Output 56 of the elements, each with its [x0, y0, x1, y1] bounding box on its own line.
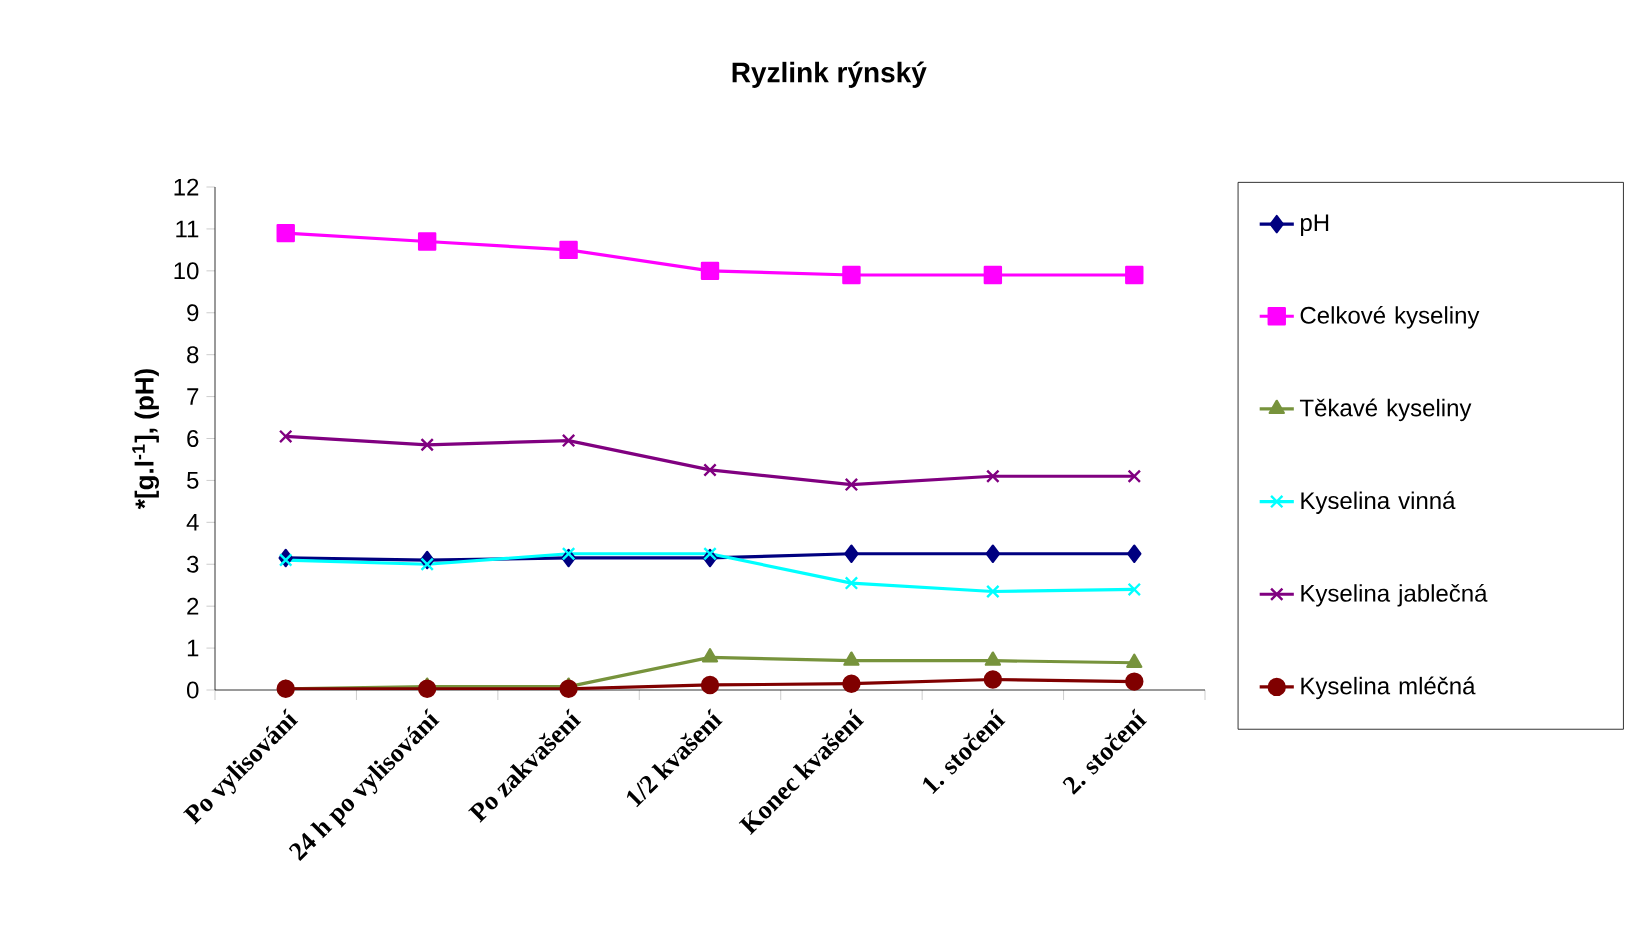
point — [701, 648, 719, 663]
legend-label: Celkové kyseliny — [1300, 305, 1480, 329]
point — [703, 463, 717, 477]
legend-label: Kyselina vinná — [1301, 491, 1456, 514]
point — [985, 544, 1001, 563]
point — [703, 546, 717, 561]
point — [276, 223, 295, 243]
point — [420, 557, 435, 572]
y-tick-label: 9 — [187, 304, 199, 322]
point — [844, 544, 859, 563]
y-tick-label: 8 — [187, 346, 199, 364]
point — [561, 433, 576, 448]
point — [986, 584, 1000, 599]
y-tick-label: 6 — [187, 430, 199, 447]
point — [1127, 544, 1142, 563]
point — [983, 670, 1003, 689]
legend-label: pH — [1300, 214, 1329, 236]
legend-label: Kyselina mléčná — [1301, 676, 1476, 700]
y-tick-label: 2 — [187, 597, 199, 615]
point — [276, 679, 295, 698]
point — [842, 265, 861, 285]
y-tick-label: 11 — [176, 220, 199, 238]
y-tick-label: 12 — [174, 178, 199, 196]
point — [843, 651, 860, 666]
point — [278, 553, 293, 567]
point — [417, 232, 437, 251]
chart-title: Ryzlink rýnský — [732, 61, 927, 88]
point — [559, 240, 578, 260]
point — [986, 469, 1000, 484]
point — [417, 679, 437, 698]
point — [844, 477, 859, 492]
point — [1126, 653, 1143, 668]
point — [844, 576, 859, 590]
point — [1125, 265, 1144, 285]
y-tick-label: 10 — [174, 262, 199, 280]
y-tick-label: 4 — [186, 514, 199, 531]
point — [420, 437, 435, 452]
point — [1125, 672, 1144, 691]
point — [842, 674, 861, 693]
y-tick-label: 3 — [186, 555, 199, 573]
y-axis-title: *[g.l$^{-1}$], (pH) — [132, 369, 159, 510]
point — [1127, 469, 1142, 484]
y-tick-label: 5 — [187, 472, 199, 489]
point — [559, 679, 578, 698]
y-tick-label: 1 — [187, 639, 199, 657]
point — [700, 675, 720, 695]
y-tick-label: 7 — [187, 388, 199, 405]
point — [983, 265, 1003, 285]
point — [278, 429, 293, 444]
point — [561, 546, 576, 561]
point — [700, 261, 720, 281]
legend-label: Těkavé kyseliny — [1299, 398, 1472, 422]
legend-label: Kyselina jablečná — [1301, 583, 1488, 607]
point — [1127, 582, 1142, 597]
y-tick-label: 0 — [187, 681, 199, 699]
point — [984, 651, 1001, 666]
